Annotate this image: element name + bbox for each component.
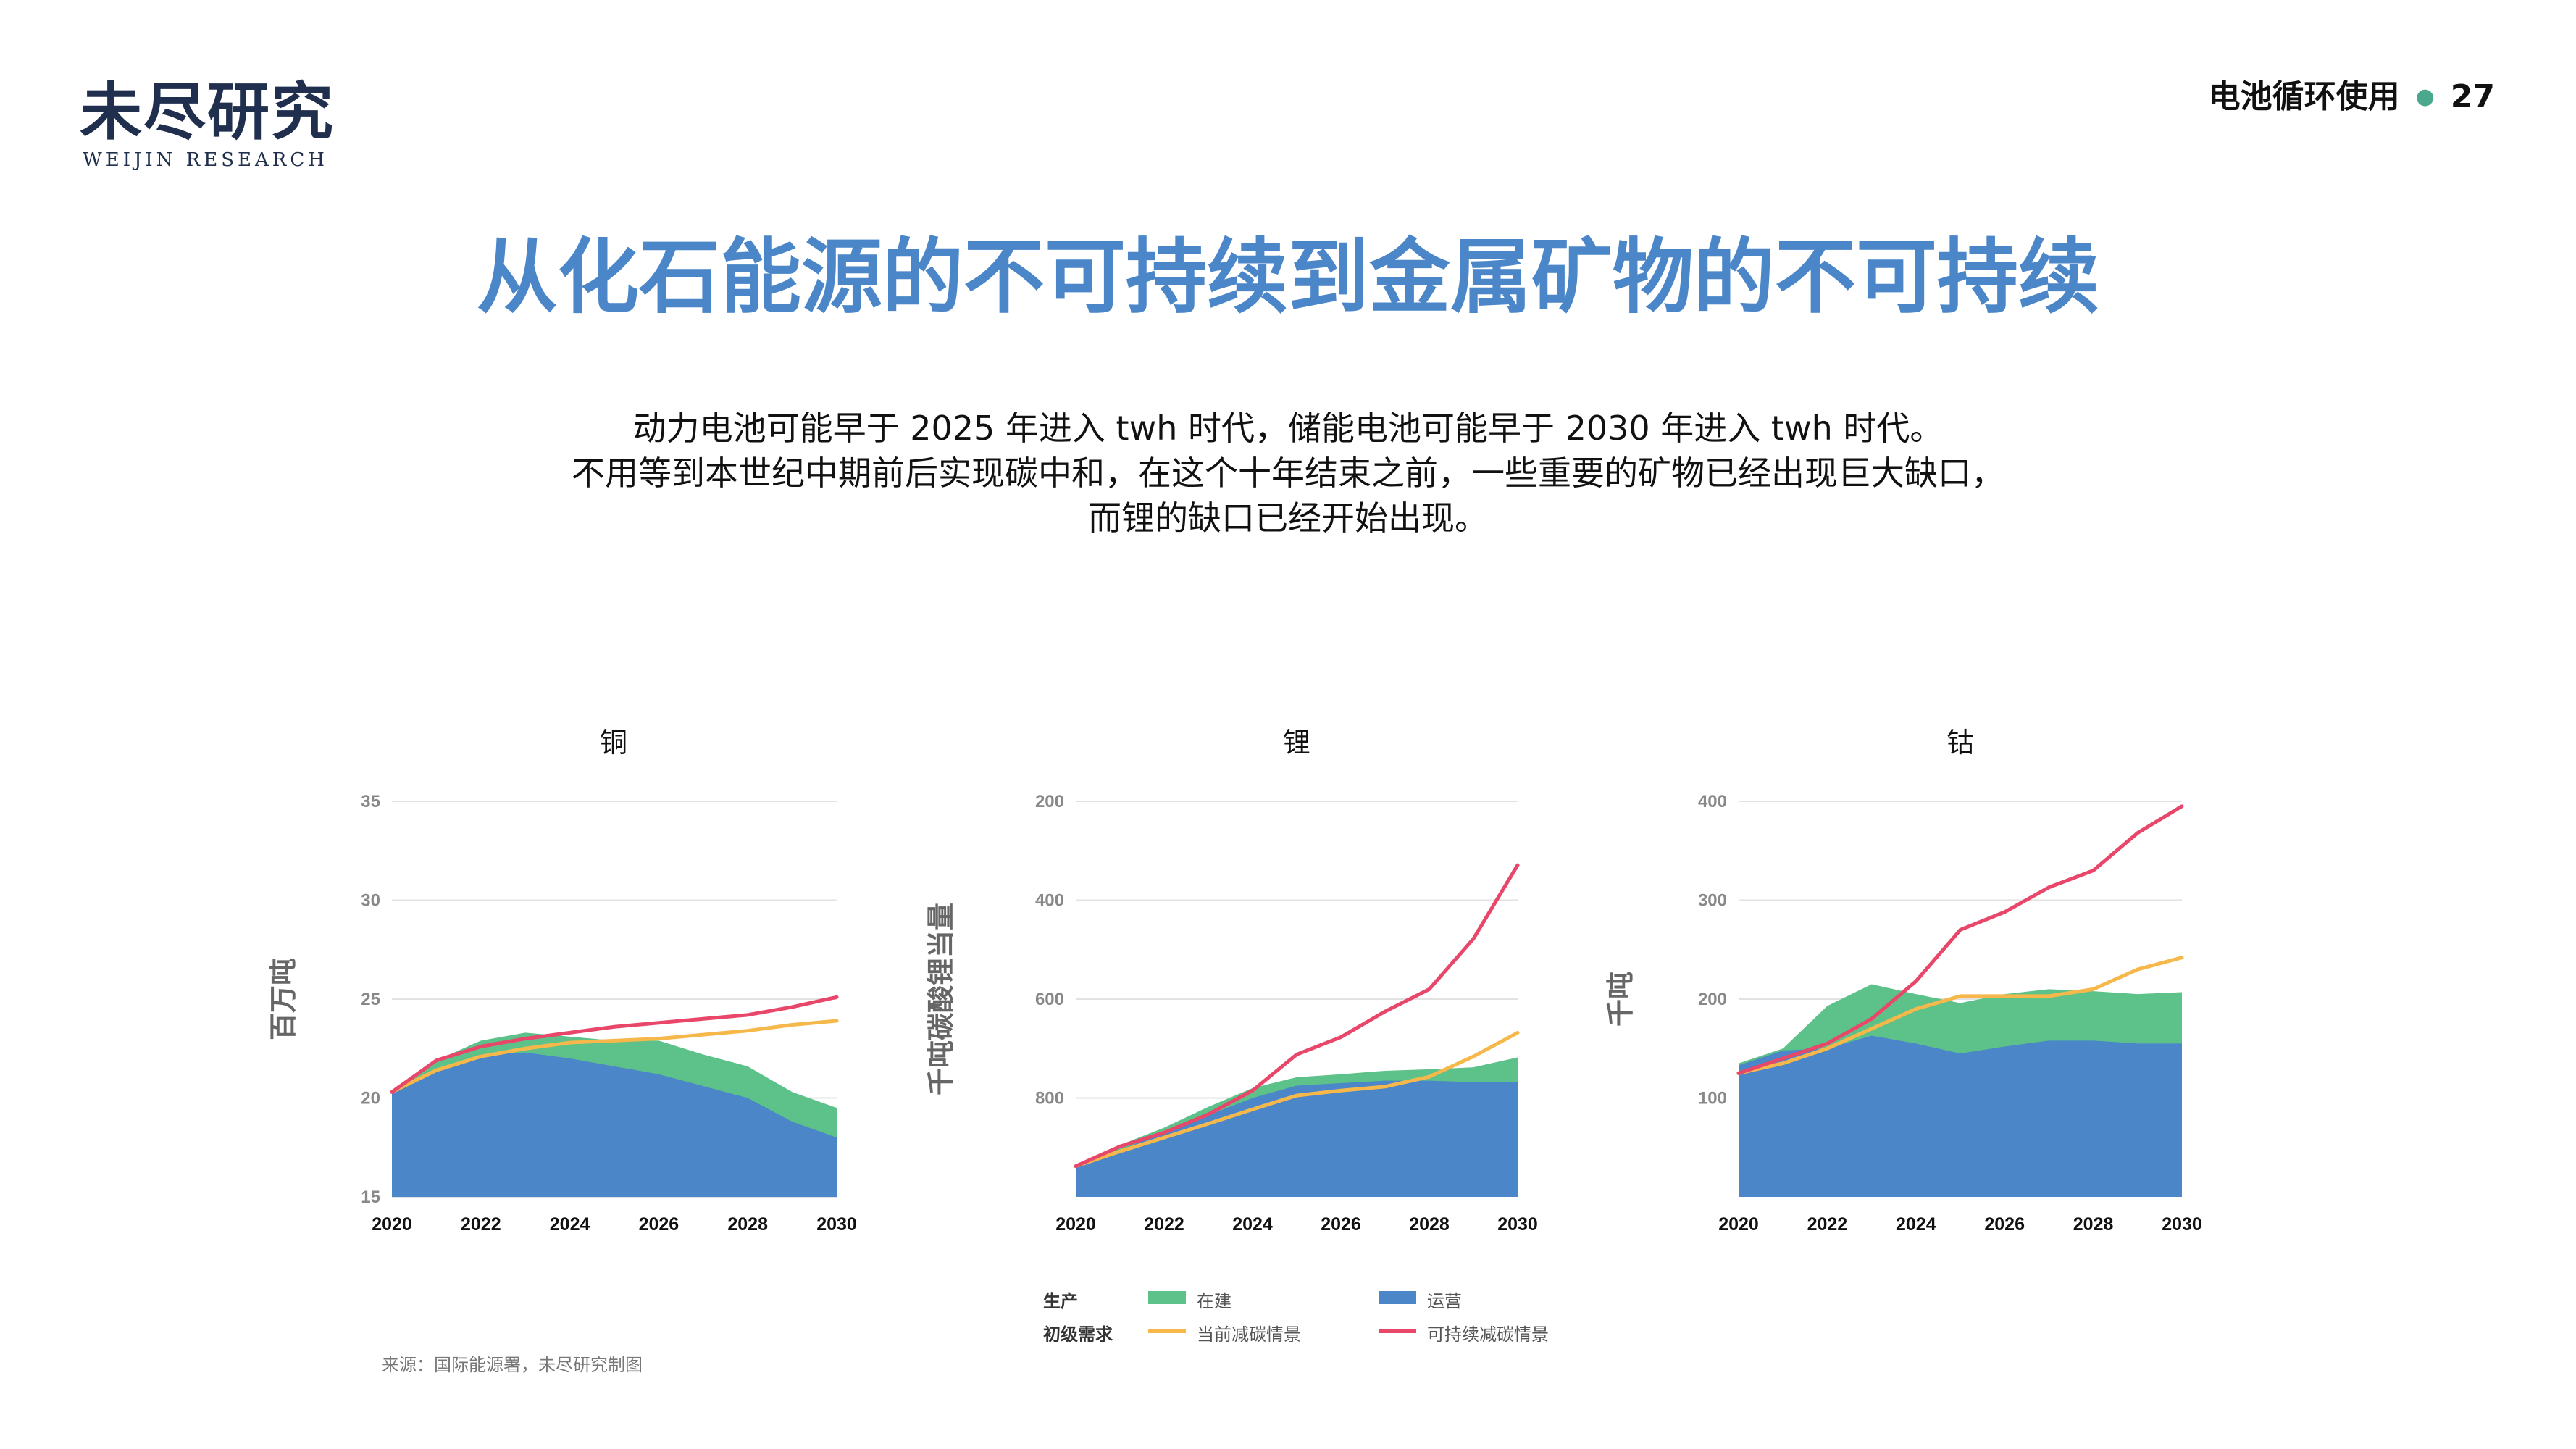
section-header: 电池循环使用 ● 27 xyxy=(2209,81,2495,113)
y-tick-label: 800 xyxy=(1035,1089,1064,1108)
x-tick-label: 2020 xyxy=(1718,1214,1759,1235)
y-tick-label: 200 xyxy=(1698,990,1727,1009)
x-tick-label: 2020 xyxy=(1055,1214,1096,1235)
x-tick-label: 2028 xyxy=(727,1214,768,1235)
y-tick-label: 200 xyxy=(1035,792,1064,811)
y-axis-label: 百万吨 xyxy=(267,958,299,1040)
y-tick-label: 30 xyxy=(361,891,380,911)
x-tick-label: 2026 xyxy=(639,1214,679,1235)
source-note: 来源：国际能源署，未尽研究制图 xyxy=(382,1355,643,1375)
lead-paragraph: 动力电池可能早于 2025 年进入 twh 时代，储能电池可能早于 2030 年… xyxy=(0,406,2576,540)
y-tick-label: 300 xyxy=(1698,891,1727,911)
y-tick-label: 25 xyxy=(361,990,380,1009)
legend-swatch-operating xyxy=(1379,1291,1416,1304)
lead-line-1: 动力电池可能早于 2025 年进入 twh 时代，储能电池可能早于 2030 年… xyxy=(632,409,1944,448)
chart-title-cobalt: 钴 xyxy=(1946,727,1974,759)
x-tick-label: 2024 xyxy=(1896,1214,1936,1235)
line-sustainable-scenario xyxy=(1074,863,1520,1169)
x-tick-label: 2022 xyxy=(461,1214,501,1235)
area-operating xyxy=(1076,1080,1518,1197)
legend-swatch-current-scenario xyxy=(1148,1329,1186,1333)
page-number: 27 xyxy=(2450,78,2495,115)
y-axis-label: 千吨 xyxy=(1605,972,1636,1027)
x-tick-label: 2024 xyxy=(550,1214,590,1235)
separator-dot-icon: ● xyxy=(2415,84,2435,109)
x-tick-label: 2024 xyxy=(1232,1214,1273,1235)
y-tick-label: 100 xyxy=(1698,1089,1727,1108)
y-axis-label: 千吨碳酸锂当量 xyxy=(925,903,957,1095)
y-tick-label: 20 xyxy=(361,1089,380,1108)
legend-header-primary-demand: 初级需求 xyxy=(1043,1324,1113,1345)
y-tick-label: 400 xyxy=(1698,792,1727,811)
y-tick-label: 600 xyxy=(1035,990,1064,1009)
y-tick-label: 35 xyxy=(361,792,380,811)
logo-chinese: 未尽研究 xyxy=(80,75,335,149)
x-tick-label: 2022 xyxy=(1807,1214,1848,1235)
x-tick-label: 2020 xyxy=(372,1214,412,1235)
line-current-scenario xyxy=(1736,956,2184,1075)
x-tick-label: 2028 xyxy=(1409,1214,1450,1235)
legend-label-current-scenario: 当前减碳情景 xyxy=(1197,1324,1301,1345)
x-tick-label: 2026 xyxy=(1984,1214,2025,1235)
legend-swatch-sustainable-scenario xyxy=(1379,1329,1416,1333)
legend-swatch-under-construction xyxy=(1148,1291,1186,1304)
area-operating xyxy=(392,1052,837,1197)
area-operating xyxy=(1739,1035,2182,1197)
chart-title-lithium: 锂 xyxy=(1282,727,1310,759)
legend-label-under-construction: 在建 xyxy=(1197,1291,1231,1311)
x-tick-label: 2022 xyxy=(1144,1214,1184,1235)
x-tick-label: 2026 xyxy=(1321,1214,1361,1235)
line-current-scenario xyxy=(1074,1030,1520,1169)
line-sustainable-scenario xyxy=(1736,804,2184,1075)
x-tick-label: 2030 xyxy=(2162,1214,2202,1235)
chart-cobalt: 100 200 300 400 2020 2022 2024 2026 2028 2030 千吨 xyxy=(1605,792,2202,1235)
chart-copper: 15 20 25 30 35 2020 2022 2024 2026 2028 2030 百万吨 xyxy=(267,792,857,1235)
chart-title-copper: 铜 xyxy=(599,727,627,759)
legend-header-production: 生产 xyxy=(1043,1291,1078,1311)
lead-line-3: 而锂的缺口已经开始出现。 xyxy=(1088,498,1488,538)
x-tick-label: 2030 xyxy=(816,1214,857,1235)
page-title: 从化石能源的不可持续到金属矿物的不可持续 xyxy=(477,230,2099,325)
x-tick-label: 2028 xyxy=(2073,1214,2114,1235)
legend-label-sustainable-scenario: 可持续减碳情景 xyxy=(1427,1324,1549,1345)
logo-english: WEIJIN RESEARCH xyxy=(83,149,328,171)
section-title: 电池循环使用 xyxy=(2208,78,2400,115)
y-tick-label: 15 xyxy=(361,1187,380,1207)
lead-line-2: 不用等到本世纪中期前后实现碳中和，在这个十年结束之前，一些重要的矿物已经出现巨大… xyxy=(572,454,2004,493)
legend-label-operating: 运营 xyxy=(1427,1291,1462,1311)
line-sustainable-scenario xyxy=(390,995,839,1094)
chart-lithium: 200 400 600 800 2020 2022 2024 2026 2028 2030 千吨碳酸… xyxy=(925,792,1538,1235)
x-tick-label: 2030 xyxy=(1497,1214,1538,1235)
line-current-scenario xyxy=(390,1019,839,1094)
y-tick-label: 400 xyxy=(1035,891,1064,911)
